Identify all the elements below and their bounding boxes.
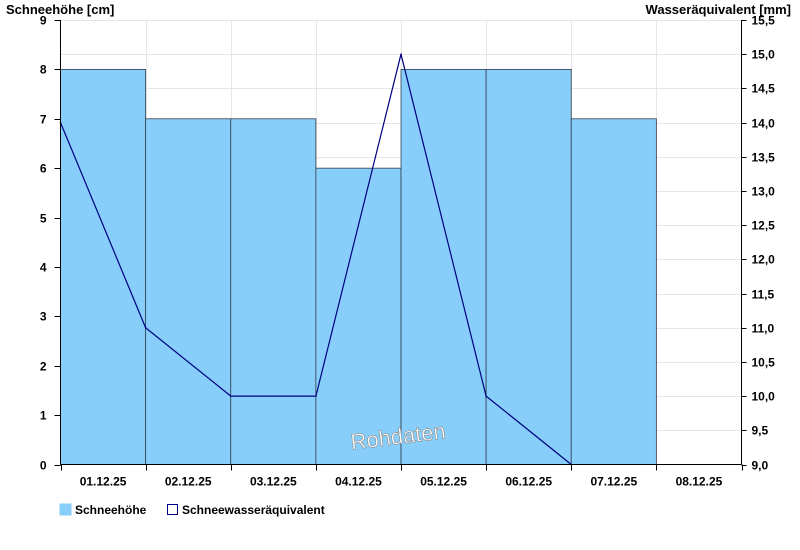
left-ticks: 0 1 2 3 4 5 6 7 8 9 <box>40 14 61 473</box>
right-ticks: 9,0 9,5 10,0 10,5 11,0 11,5 12,0 12,5 13,0 13,5 14… <box>741 14 776 473</box>
series-point-02.12.25 <box>144 326 147 329</box>
right-tick-label: 11,5 <box>752 288 775 302</box>
x-tick-label: 02.12.25 <box>165 475 212 489</box>
bar-04.12.25 <box>315 167 402 465</box>
bar-02.12.25 <box>145 118 232 465</box>
left-tick-label: 9 <box>40 14 47 28</box>
right-tick-label: 10,0 <box>752 390 776 404</box>
x-tick-label: 03.12.25 <box>250 475 297 489</box>
bar-05.12.25 <box>400 68 487 465</box>
x-ticks: 01.12.25 02.12.25 03.12.25 04.12.25 05.12.25… <box>61 464 743 489</box>
left-tick-label: 8 <box>40 63 47 77</box>
x-tick-label: 06.12.25 <box>505 475 552 489</box>
right-tick-label: 13,5 <box>752 151 776 165</box>
series-point-03.12.25 <box>229 395 232 397</box>
left-axis-title: Schneehöhe [cm] <box>6 2 114 17</box>
left-tick-label: 6 <box>40 162 47 176</box>
left-tick-label: 3 <box>40 310 47 324</box>
right-tick-label: 15,0 <box>752 48 776 62</box>
legend-label-schneewasseraequivalent: Schneewasseräquivalent <box>182 503 325 517</box>
left-tick-label: 2 <box>40 360 47 374</box>
bar-03.12.25 <box>230 118 317 465</box>
bar-06.12.25 <box>485 68 572 465</box>
x-tick-label: 05.12.25 <box>420 475 467 489</box>
x-tick-label: 01.12.25 <box>80 475 127 489</box>
right-tick-label: 14,0 <box>752 117 776 131</box>
left-tick-label: 1 <box>40 409 47 423</box>
left-tick-label: 7 <box>40 113 47 127</box>
legend: Schneehöhe Schneewasseräquivalent <box>59 503 325 517</box>
bar-01.12.25 <box>60 68 147 465</box>
legend-swatch-schneewasseraequivalent <box>167 504 178 515</box>
legend-swatch-schneehoehe <box>59 503 72 516</box>
left-tick-label: 0 <box>40 459 47 473</box>
bar-07.12.25 <box>570 118 657 465</box>
right-tick-label: 13,0 <box>752 185 776 199</box>
right-tick-label: 12,5 <box>752 219 776 233</box>
right-tick-label: 12,0 <box>752 253 776 267</box>
right-tick-label: 15,5 <box>752 14 776 28</box>
series-point-06.12.25 <box>485 395 487 397</box>
x-tick-label: 07.12.25 <box>590 475 637 489</box>
x-tick-label: 08.12.25 <box>676 475 723 489</box>
right-tick-label: 14,5 <box>752 82 776 96</box>
right-tick-label: 9,0 <box>752 459 769 473</box>
left-tick-label: 5 <box>40 212 47 226</box>
bars <box>60 68 657 465</box>
right-axis-title: Wasseräquivalent [mm] <box>646 2 791 17</box>
left-tick-label: 4 <box>40 261 47 275</box>
series-point-04.12.25 <box>315 395 317 397</box>
right-tick-label: 11,0 <box>752 322 775 336</box>
legend-label-schneehoehe: Schneehöhe <box>75 503 147 517</box>
series-point-05.12.25 <box>400 53 402 55</box>
right-tick-label: 9,5 <box>752 424 769 438</box>
x-tick-label: 04.12.25 <box>335 475 382 489</box>
right-tick-label: 10,5 <box>752 356 776 370</box>
